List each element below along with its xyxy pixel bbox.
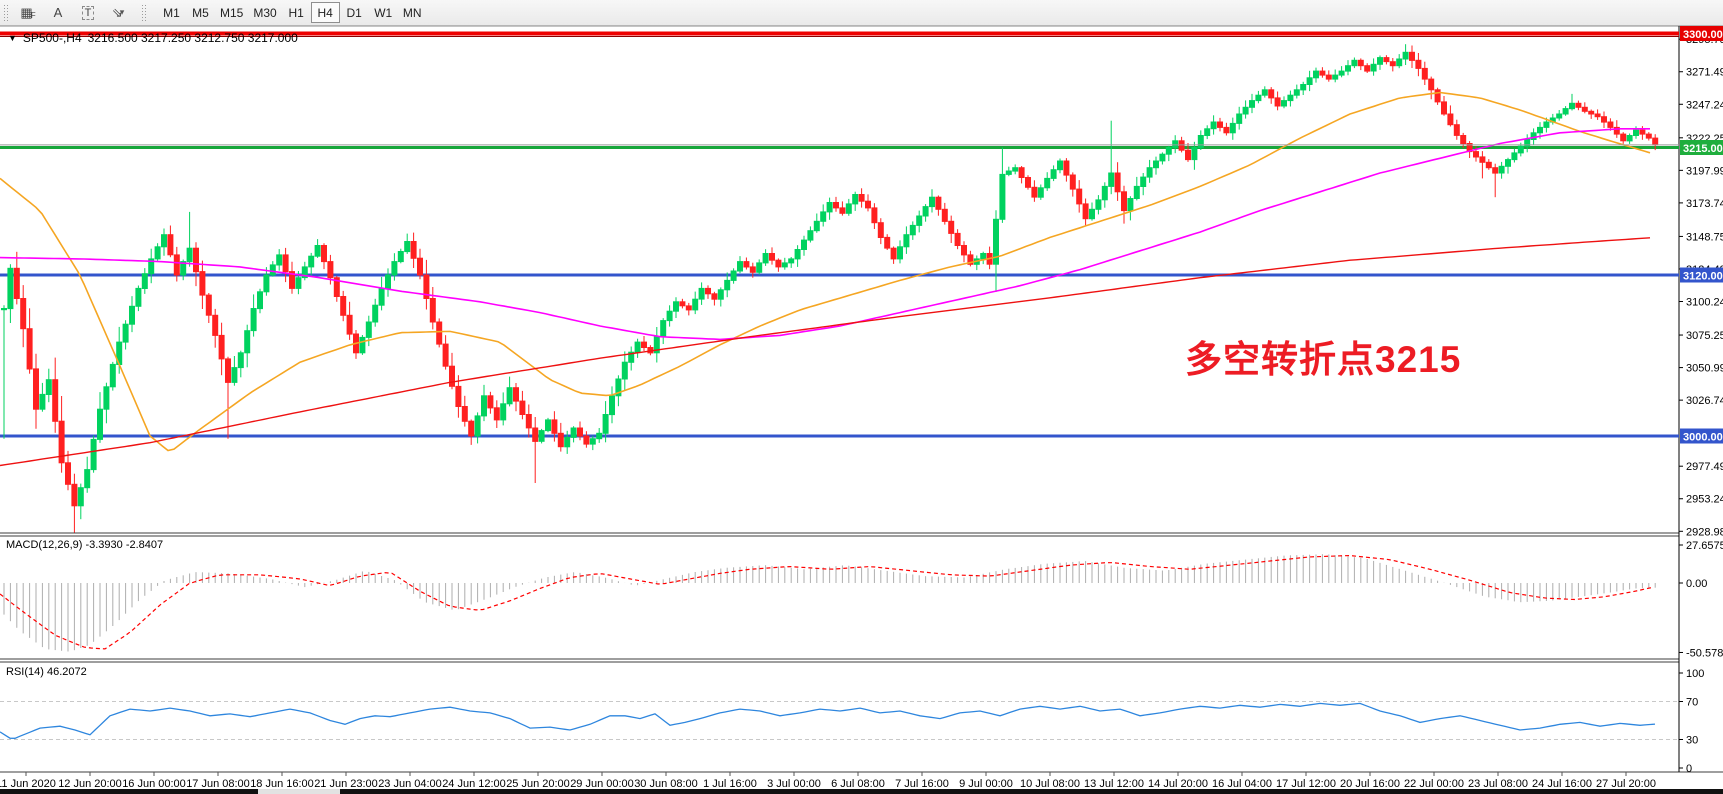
grid-f-icon[interactable]: ▦ F bbox=[20, 4, 36, 21]
symbol-ohlc-readout: 3216.500 3217.250 3212.750 3217.000 bbox=[87, 31, 298, 45]
timeframe-button-mn[interactable]: MN bbox=[398, 2, 427, 23]
svg-text:30 Jun 08:00: 30 Jun 08:00 bbox=[634, 778, 698, 790]
svg-text:17 Jul 12:00: 17 Jul 12:00 bbox=[1276, 778, 1336, 790]
svg-text:14 Jul 20:00: 14 Jul 20:00 bbox=[1148, 778, 1208, 790]
timeframe-button-h1[interactable]: H1 bbox=[282, 2, 311, 23]
svg-text:24 Jun 12:00: 24 Jun 12:00 bbox=[442, 778, 506, 790]
svg-text:16 Jul 04:00: 16 Jul 04:00 bbox=[1212, 778, 1272, 790]
svg-text:10 Jul 08:00: 10 Jul 08:00 bbox=[1020, 778, 1080, 790]
ma-fast-orange bbox=[0, 91, 1651, 452]
svg-text:3197.995: 3197.995 bbox=[1686, 165, 1723, 177]
svg-text:7 Jul 16:00: 7 Jul 16:00 bbox=[895, 778, 949, 790]
svg-text:3000.000: 3000.000 bbox=[1683, 432, 1723, 444]
chevron-down-icon[interactable]: ▼ bbox=[8, 33, 17, 43]
timeframe-button-m5[interactable]: M5 bbox=[186, 2, 215, 23]
svg-text:23 Jul 08:00: 23 Jul 08:00 bbox=[1468, 778, 1528, 790]
svg-text:3215.000: 3215.000 bbox=[1683, 143, 1723, 155]
svg-text:2928.985: 2928.985 bbox=[1686, 526, 1723, 538]
svg-text:13 Jul 12:00: 13 Jul 12:00 bbox=[1084, 778, 1144, 790]
timeframe-button-m1[interactable]: M1 bbox=[157, 2, 186, 23]
timeframe-button-d1[interactable]: D1 bbox=[340, 2, 369, 23]
timeframe-button-h4[interactable]: H4 bbox=[310, 2, 340, 23]
svg-text:3120.000: 3120.000 bbox=[1683, 271, 1723, 283]
svg-text:3100.240: 3100.240 bbox=[1686, 297, 1723, 309]
symbol-name: SP500-,H4 bbox=[22, 31, 82, 45]
time-axis: 11 Jun 2020 12 Jun 20:00 16 Jun 00:00 17 Ju… bbox=[0, 772, 1656, 790]
svg-text:3050.995: 3050.995 bbox=[1686, 363, 1723, 375]
timeframe-buttons: M1 M5 M15 M30 H1 H4 D1 W1 MN bbox=[157, 2, 427, 23]
annotation-text: 多空转折点3215 bbox=[1185, 339, 1462, 380]
svg-text:27.6575: 27.6575 bbox=[1686, 540, 1723, 552]
svg-text:3300.000: 3300.000 bbox=[1683, 29, 1723, 41]
symbol-header[interactable]: ▼ SP500-,H4 3216.500 3217.250 3212.750 3… bbox=[8, 31, 298, 45]
ma-mid-magenta bbox=[0, 128, 1650, 341]
svg-text:3 Jul 00:00: 3 Jul 00:00 bbox=[767, 778, 821, 790]
moving-averages bbox=[0, 91, 1651, 467]
svg-text:21 Jun 23:00: 21 Jun 23:00 bbox=[314, 778, 378, 790]
macd-panel bbox=[0, 554, 1656, 652]
svg-text:2953.240: 2953.240 bbox=[1686, 494, 1723, 506]
timeframe-button-m30[interactable]: M30 bbox=[248, 2, 281, 23]
svg-text:3173.740: 3173.740 bbox=[1686, 198, 1723, 210]
svg-text:-50.5784: -50.5784 bbox=[1686, 647, 1723, 659]
panel-frames bbox=[0, 25, 1723, 773]
svg-text:23 Jun 04:00: 23 Jun 04:00 bbox=[378, 778, 442, 790]
dropdown-caret-icon[interactable]: ▾ bbox=[119, 7, 125, 17]
svg-text:3075.250: 3075.250 bbox=[1686, 330, 1723, 342]
svg-text:12 Jun 20:00: 12 Jun 20:00 bbox=[58, 778, 122, 790]
svg-text:2977.495: 2977.495 bbox=[1686, 461, 1723, 473]
arrow-tools-icon[interactable]: ⇘ ▾ bbox=[111, 4, 125, 20]
svg-text:3271.495: 3271.495 bbox=[1686, 67, 1723, 79]
svg-text:27 Jul 20:00: 27 Jul 20:00 bbox=[1596, 778, 1656, 790]
svg-text:0.00: 0.00 bbox=[1686, 578, 1707, 590]
svg-text:20 Jul 16:00: 20 Jul 16:00 bbox=[1340, 778, 1400, 790]
svg-text:3026.740: 3026.740 bbox=[1686, 395, 1723, 407]
horizontal-scrollbar[interactable] bbox=[0, 789, 1723, 794]
svg-text:25 Jun 20:00: 25 Jun 20:00 bbox=[506, 778, 570, 790]
candles-down bbox=[13, 45, 1659, 533]
ma-slow-red bbox=[0, 237, 1651, 467]
svg-text:9 Jul 00:00: 9 Jul 00:00 bbox=[959, 778, 1013, 790]
svg-text:0: 0 bbox=[1686, 763, 1692, 775]
svg-text:1 Jul 16:00: 1 Jul 16:00 bbox=[703, 778, 757, 790]
price-axis-badges: 3300.000 3215.000 3120.000 3000.000 bbox=[1680, 26, 1723, 444]
horizontal-level-lines bbox=[0, 31, 1679, 438]
indicator-axis-ticks: 27.6575 0.00 -50.5784 100 70 30 0 bbox=[1679, 540, 1723, 775]
candles-up bbox=[1, 44, 1639, 520]
svg-text:3148.750: 3148.750 bbox=[1686, 231, 1723, 243]
svg-text:16 Jun 00:00: 16 Jun 00:00 bbox=[122, 778, 186, 790]
toolbar-separator-grip[interactable] bbox=[141, 3, 148, 22]
svg-text:6 Jul 08:00: 6 Jul 08:00 bbox=[831, 778, 885, 790]
svg-text:29 Jun 00:00: 29 Jun 00:00 bbox=[570, 778, 634, 790]
rsi-panel bbox=[0, 701, 1679, 740]
svg-text:30: 30 bbox=[1686, 735, 1698, 747]
scrollbar-thumb[interactable] bbox=[258, 789, 340, 794]
rsi-indicator-label: RSI(14) 46.2072 bbox=[6, 666, 87, 678]
macd-indicator-label: MACD(12,26,9) -3.3930 -2.8407 bbox=[6, 539, 164, 551]
svg-text:22 Jul 00:00: 22 Jul 00:00 bbox=[1404, 778, 1464, 790]
svg-text:11 Jun 2020: 11 Jun 2020 bbox=[0, 778, 56, 790]
svg-text:18 Jun 16:00: 18 Jun 16:00 bbox=[250, 778, 314, 790]
svg-text:3247.240: 3247.240 bbox=[1686, 99, 1723, 111]
svg-text:70: 70 bbox=[1686, 697, 1698, 709]
toolbar-grip[interactable] bbox=[3, 3, 10, 22]
price-axis-ticks: 3295.7503271.4953247.2403222.2503197.995… bbox=[1679, 34, 1723, 538]
toolbar: ▦ F A T ⇘ ▾ M1 M5 M15 M30 H1 H4 D1 W1 MN bbox=[0, 0, 1723, 26]
svg-text:100: 100 bbox=[1686, 668, 1704, 680]
svg-text:24 Jul 16:00: 24 Jul 16:00 bbox=[1532, 778, 1592, 790]
text-frame-icon[interactable]: T bbox=[74, 1, 102, 24]
timeframe-button-m15[interactable]: M15 bbox=[215, 2, 248, 23]
svg-text:17 Jun 08:00: 17 Jun 08:00 bbox=[186, 778, 250, 790]
timeframe-button-w1[interactable]: W1 bbox=[369, 2, 398, 23]
text-label-icon[interactable]: A bbox=[53, 5, 63, 20]
